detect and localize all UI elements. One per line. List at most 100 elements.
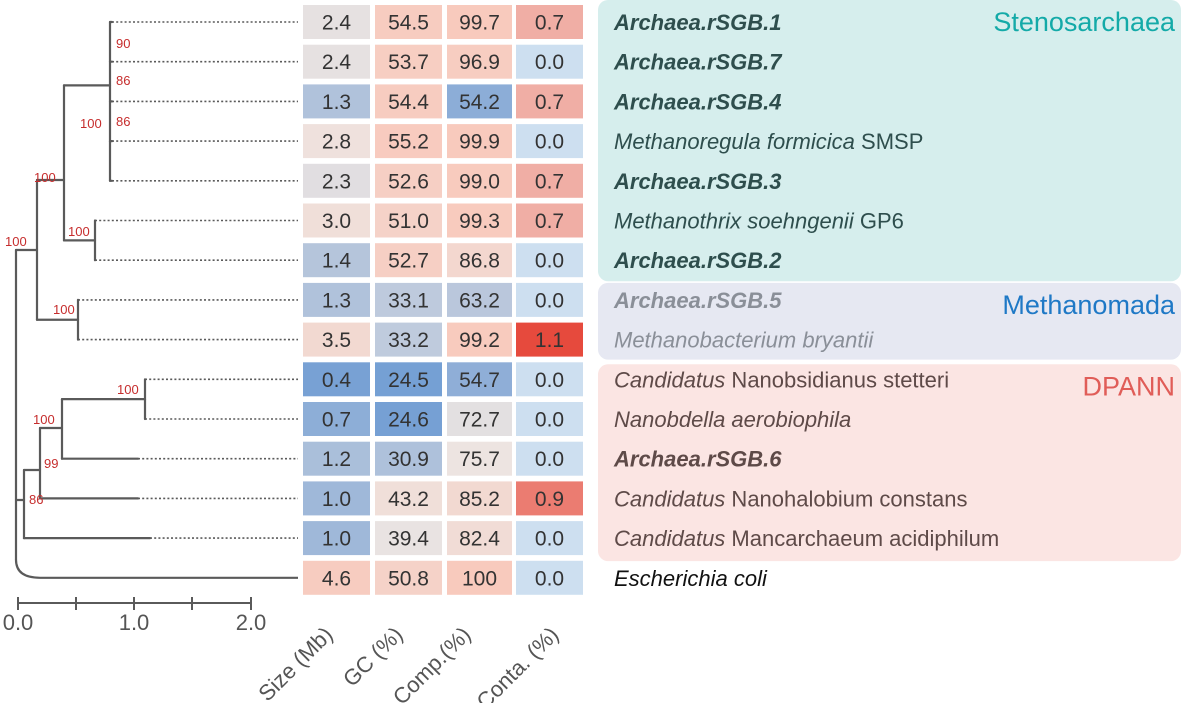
heatmap-cell	[447, 163, 512, 198]
heatmap-value: 0.0	[535, 369, 564, 392]
heatmap-cell	[303, 481, 370, 516]
bootstrap-value: 100	[68, 224, 90, 239]
heatmap-cell	[303, 203, 370, 238]
heatmap-value: 63.2	[459, 289, 500, 312]
tree-scale-axis: 0.0 1.0 2.0	[3, 597, 267, 635]
heatmap-cell	[516, 243, 583, 278]
heatmap-value: 51.0	[388, 210, 429, 233]
heatmap-value: 2.3	[322, 170, 351, 193]
heatmap-cell	[375, 322, 442, 357]
heatmap-cell	[303, 402, 370, 436]
heatmap-value: 39.4	[388, 528, 429, 551]
species-label-part: Archaea.rSGB.4	[613, 89, 782, 114]
species-label-part: SMSP	[855, 129, 923, 154]
heatmap-value: 0.7	[322, 409, 351, 432]
heatmap-cell	[375, 441, 442, 476]
heatmap-cell	[447, 44, 512, 79]
species-label: Methanoregula formicica SMSP	[614, 129, 923, 154]
bootstrap-value: 100	[80, 116, 102, 131]
heatmap-cell	[516, 402, 583, 436]
heatmap-value: 2.4	[322, 12, 352, 35]
heatmap-cell	[375, 402, 442, 436]
heatmap-cell	[303, 243, 370, 278]
heatmap-value: 54.5	[388, 12, 429, 35]
heatmap-cell	[447, 362, 512, 397]
species-label: Nanobdella aerobiophila	[614, 407, 851, 432]
heatmap-cell	[375, 481, 442, 516]
heatmap-value: 1.1	[535, 329, 564, 352]
species-label-part: Candidatus	[614, 486, 725, 511]
species-label: Archaea.rSGB.7	[613, 50, 783, 75]
heatmap-cell	[303, 560, 370, 595]
column-header: Conta. (%)	[472, 622, 564, 703]
species-label: Archaea.rSGB.2	[613, 248, 782, 273]
heatmap-value: 1.4	[322, 250, 352, 273]
heatmap-value: 0.7	[535, 12, 564, 35]
clade-label: Methanomada	[1002, 290, 1176, 320]
heatmap-value: 96.9	[459, 51, 500, 74]
heatmap-cell	[375, 124, 442, 159]
heatmap-cell	[447, 243, 512, 278]
genome-stats-heatmap: 2.4 54.5 99.7 0.7 2.4 53.7 96.9 0.0 1.3 54.4 54.2 0…	[303, 5, 583, 595]
bootstrap-value: 100	[5, 234, 27, 249]
heatmap-cell	[447, 124, 512, 159]
species-label-part: Nanohalobium constans	[725, 486, 967, 511]
heatmap-cell	[447, 481, 512, 516]
column-header: GC (%)	[338, 622, 408, 692]
heatmap-cell	[516, 481, 583, 516]
heatmap-cell	[447, 521, 512, 556]
heatmap-value: 0.9	[535, 488, 564, 511]
clade-panel-dpann	[598, 364, 1181, 562]
heatmap-cell	[303, 521, 370, 556]
heatmap-value: 0.7	[535, 170, 564, 193]
heatmap-value: 1.0	[322, 528, 351, 551]
species-label: Candidatus Nanobsidianus stetteri	[614, 367, 949, 392]
heatmap-value: 85.2	[459, 488, 500, 511]
heatmap-cell	[516, 5, 583, 39]
heatmap-value: 3.0	[322, 210, 351, 233]
heatmap-value: 52.7	[388, 250, 429, 273]
bootstrap-value: 86	[116, 73, 130, 88]
species-label: Archaea.rSGB.4	[613, 89, 782, 114]
species-label-part: Archaea.rSGB.5	[613, 288, 782, 313]
heatmap-value: 43.2	[388, 488, 429, 511]
heatmap-value: 4.6	[322, 567, 351, 590]
bootstrap-value: 86	[116, 114, 130, 129]
heatmap-cell	[516, 322, 583, 357]
heatmap-cell	[303, 84, 370, 119]
heatmap-value: 1.2	[322, 448, 351, 471]
species-label-part: Archaea.rSGB.6	[613, 447, 782, 472]
heatmap-value: 99.9	[459, 131, 500, 154]
heatmap-value: 99.7	[459, 12, 500, 35]
heatmap-value: 54.7	[459, 369, 500, 392]
bootstrap-value: 90	[116, 36, 130, 51]
heatmap-value: 0.0	[535, 250, 564, 273]
heatmap-cell	[303, 124, 370, 159]
heatmap-cell	[516, 560, 583, 595]
species-label: Methanobacterium bryantii	[614, 328, 874, 353]
species-label-part: Nanobsidianus stetteri	[725, 367, 949, 392]
axis-tick-label: 0.0	[3, 610, 34, 635]
clade-panels: Stenosarchaea Methanomada DPANN	[598, 0, 1181, 562]
axis-tick-label: 2.0	[236, 610, 267, 635]
heatmap-value: 53.7	[388, 51, 429, 74]
species-label-part: Nanobdella aerobiophila	[614, 407, 851, 432]
heatmap-value: 0.0	[535, 409, 564, 432]
heatmap-value: 33.1	[388, 289, 429, 312]
heatmap-cell	[303, 5, 370, 39]
heatmap-value: 0.4	[322, 369, 352, 392]
heatmap-value: 0.7	[535, 91, 564, 114]
heatmap-value: 3.5	[322, 329, 351, 352]
heatmap-cell	[447, 5, 512, 39]
species-label-part: Candidatus	[614, 526, 725, 551]
heatmap-value: 33.2	[388, 329, 429, 352]
heatmap-value: 72.7	[459, 409, 500, 432]
heatmap-value: 75.7	[459, 448, 500, 471]
heatmap-value: 24.5	[388, 369, 429, 392]
heatmap-cell	[303, 282, 370, 317]
heatmap-value: 86.8	[459, 250, 500, 273]
heatmap-value: 1.3	[322, 91, 351, 114]
heatmap-cell	[447, 560, 512, 595]
bootstrap-value: 100	[117, 382, 139, 397]
heatmap-cell	[375, 84, 442, 119]
